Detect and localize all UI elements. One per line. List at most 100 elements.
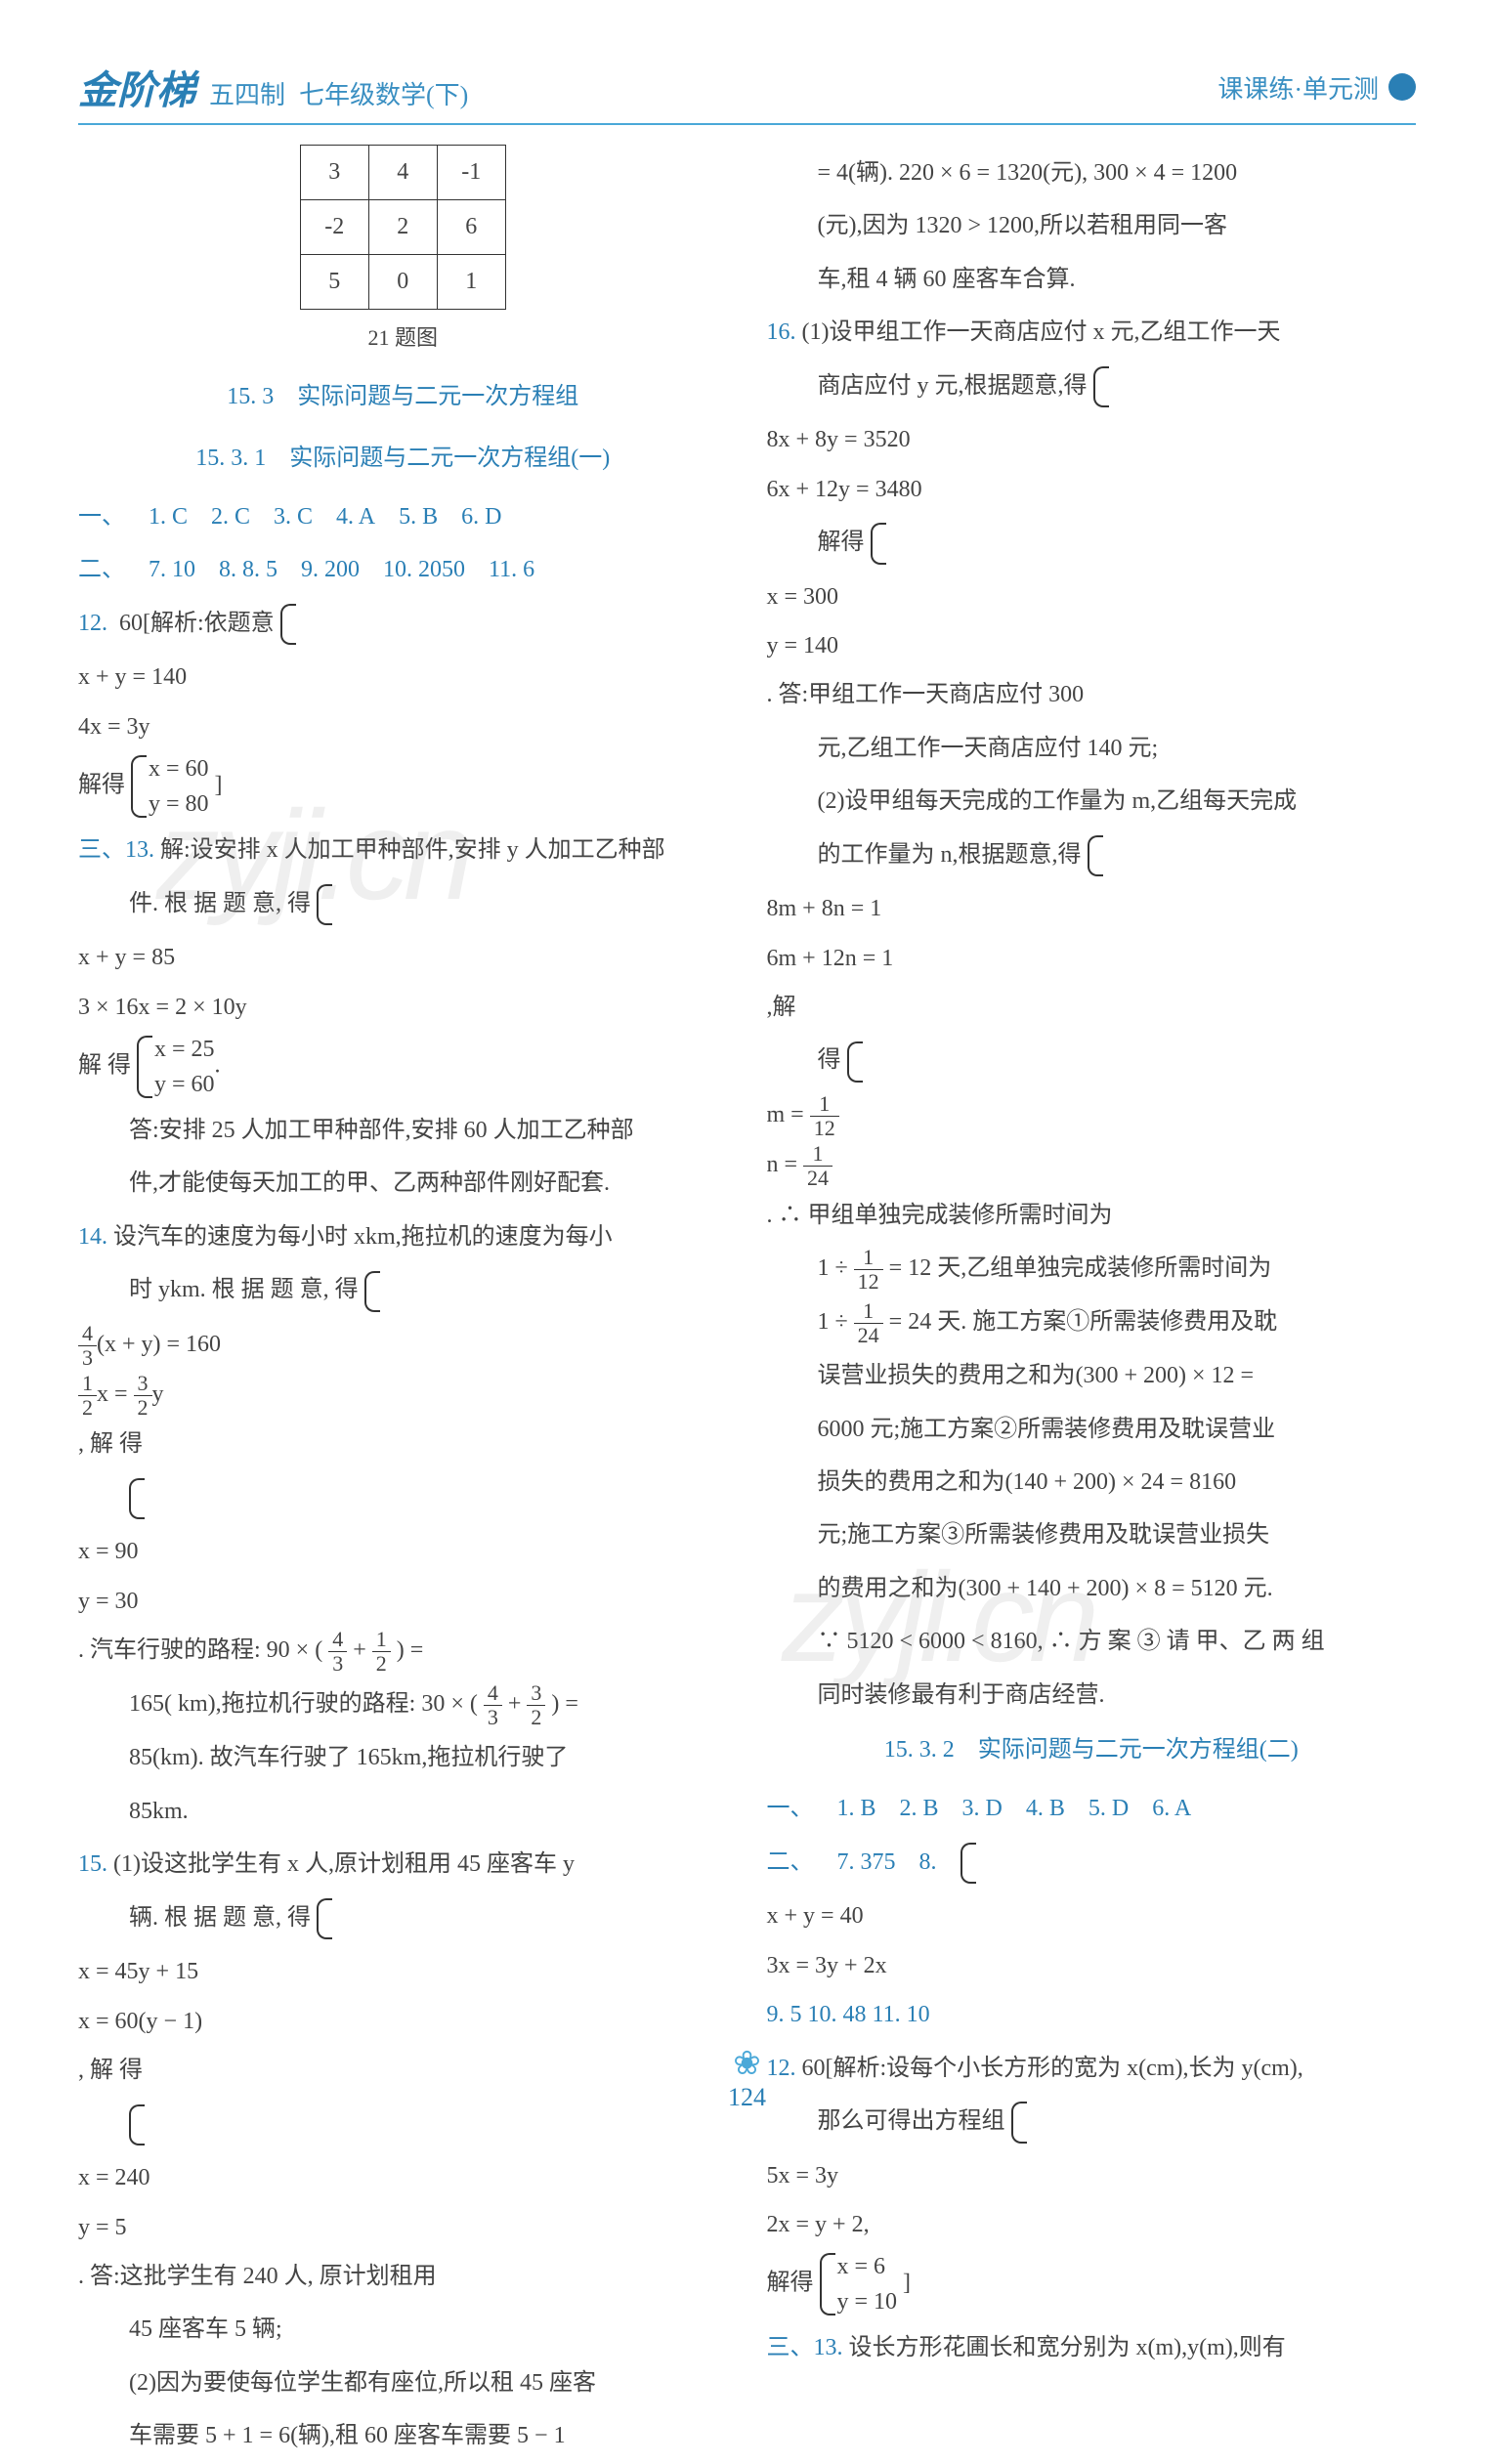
cell: 2 [368, 200, 437, 255]
qnum: 14. [78, 1224, 107, 1250]
text: 解 得 [78, 1053, 131, 1079]
cell: 1 [437, 255, 505, 310]
eq: x = 300 [767, 573, 1417, 621]
ans-a2-row: 二、 7. 10 8. 8. 5 9. 200 10. 2050 11. 6 [78, 545, 728, 594]
cell: -2 [300, 200, 368, 255]
text: (1)设这批学生有 x 人,原计划租用 45 座客车 y [113, 1851, 575, 1877]
flower-icon: ❀ [733, 2046, 761, 2082]
q13-l2: 件. 根 据 题 意, 得 [78, 879, 728, 930]
eq: n = 124 [767, 1140, 1417, 1190]
group-label: 一、 [767, 1796, 814, 1821]
eq: x + y = 140 [78, 653, 728, 701]
header-right-text: 课课练·单元测 [1217, 69, 1379, 106]
text: , 解 得 [78, 1431, 143, 1457]
eq: x = 90 [78, 1527, 728, 1576]
q16-l7: 得 [767, 1036, 1417, 1086]
ans: 11. 10 [873, 2002, 930, 2027]
ans: 3. C [274, 504, 313, 530]
q15-l4: 45 座客车 5 辆; [78, 2305, 728, 2354]
ans: 11. 6 [489, 557, 534, 582]
cell: -1 [437, 146, 505, 200]
q16-l13: 元;施工方案③所需装修费用及耽误营业损失 [767, 1510, 1417, 1559]
q16-l4: 元,乙组工作一天商店应付 140 元; [767, 724, 1417, 773]
page-number: 124 [728, 2083, 766, 2111]
cell: 6 [437, 200, 505, 255]
ans: 1. C [149, 504, 188, 530]
ans: 2. B [900, 1796, 939, 1821]
q14-l5: 85(km). 故汽车行驶了 165km,拖拉机行驶了 [78, 1733, 728, 1782]
eq: 8m + 8n = 1 [767, 884, 1417, 933]
q15-l1: 15.(1)设这批学生有 x 人,原计划租用 45 座客车 y [78, 1840, 728, 1889]
page-footer: ❀ 124 [0, 2044, 1494, 2112]
r1-l3: 车,租 4 辆 60 座客车合算. [767, 255, 1417, 304]
q13-l3: 答:安排 25 人加工甲种部件,安排 60 人加工乙种部 [78, 1106, 728, 1155]
q15-l6: 车需要 5 + 1 = 6(辆),租 60 座客车需要 5 − 1 [78, 2411, 728, 2460]
text: 件. 根 据 题 意, 得 [129, 891, 311, 916]
text: = 12 天,乙组单独完成装修所需时间为 [889, 1255, 1272, 1281]
ans: 8. [919, 1849, 937, 1875]
text: ] [903, 2271, 911, 2296]
text: . 汽车行驶的路程: 90 × ( [78, 1637, 322, 1663]
edition-text: 五四制 [209, 75, 285, 111]
text: 解得 [767, 2271, 814, 2296]
q16-l3: 解得 [767, 518, 1417, 569]
group-label: 一、 [78, 504, 125, 530]
q14-l4: 165( km),拖拉机行驶的路程: 30 × ( 43 + 32 ) = [78, 1679, 728, 1729]
ans: 9. 5 [767, 2002, 802, 2027]
ans: 4. B [1026, 1796, 1065, 1821]
text: ) = [397, 1637, 424, 1663]
eq: x = 6 [837, 2249, 898, 2284]
qnum: 16. [767, 319, 796, 345]
text: ] [215, 773, 223, 798]
eq: x = 25 [154, 1032, 215, 1067]
ans: 7. 375 [837, 1849, 896, 1875]
eq: 3 × 16x = 2 × 10y [78, 983, 728, 1032]
text: = 24 天. 施工方案①所需装修费用及耽 [889, 1309, 1278, 1335]
qnum: 三、13. [78, 837, 154, 863]
logo-text: 金阶梯 [78, 59, 195, 115]
q15-l2: 辆. 根 据 题 意, 得 [78, 1893, 728, 1944]
header-right: 课课练·单元测 [1217, 69, 1416, 106]
q14-l2: 时 ykm. 根 据 题 意, 得 [78, 1265, 728, 1316]
left-column: 34-1 -226 501 21 题图 15. 3 实际问题与二元一次方程组 1… [78, 145, 728, 2464]
ans: 4. A [336, 504, 375, 530]
text: 设汽车的速度为每小时 xkm,拖拉机的速度为每小 [113, 1224, 613, 1250]
q16-l9: 1 ÷ 124 = 24 天. 施工方案①所需装修费用及耽 [767, 1297, 1417, 1347]
section-a-sub: 15. 3. 1 实际问题与二元一次方程组(一) [78, 434, 728, 483]
section-a-title: 15. 3 实际问题与二元一次方程组 [78, 372, 728, 421]
group-label: 二、 [78, 557, 125, 582]
ans: 6. A [1152, 1796, 1191, 1821]
text: (1)设甲组工作一天商店应付 x 元,乙组工作一天 [802, 319, 1281, 345]
ans: 2. C [211, 504, 250, 530]
text: 解得 [818, 530, 865, 555]
q15-l5: (2)因为要使每位学生都有座位,所以租 45 座客 [78, 2358, 728, 2407]
q16-l14: 的费用之和为(300 + 140 + 200) × 8 = 5120 元. [767, 1564, 1417, 1613]
q14-l6: 85km. [78, 1787, 728, 1836]
q13-l1: 三、13. 解:设安排 x 人加工甲种部件,安排 y 人加工乙种部 [78, 826, 728, 874]
eq: 8x + 8y = 3520 [767, 415, 1417, 464]
right-column: = 4(辆). 220 × 6 = 1320(元), 300 × 4 = 120… [767, 145, 1417, 2464]
q16-l11: 6000 元;施工方案②所需装修费用及耽误营业 [767, 1405, 1417, 1454]
ans: 10. 2050 [383, 557, 465, 582]
eq: 6m + 12n = 1 [767, 934, 1417, 983]
header-dot-icon [1388, 73, 1416, 101]
eq: x = 60 [149, 751, 209, 786]
header-left: 金阶梯 五四制 七年级数学(下) [78, 59, 468, 115]
eq: 43(x + y) = 160 [78, 1320, 728, 1370]
qnum: 三、13. [767, 2335, 843, 2360]
eq: x = 45y + 15 [78, 1947, 728, 1996]
ans-b1-row: 一、 1. B 2. B 3. D 4. B 5. D 6. A [767, 1784, 1417, 1833]
q13b: 三、13. 设长方形花圃长和宽分别为 x(m),y(m),则有 [767, 2323, 1417, 2372]
ans-a1-row: 一、 1. C 2. C 3. C 4. A 5. B 6. D [78, 492, 728, 541]
cell: 3 [300, 146, 368, 200]
text: . ∴ 甲组单独完成装修所需时间为 [767, 1203, 1113, 1228]
q16-l10: 误营业损失的费用之和为(300 + 200) × 12 = [767, 1351, 1417, 1400]
text: 165( km),拖拉机行驶的路程: 30 × ( [129, 1691, 478, 1717]
q16-l5: (2)设甲组每天完成的工作量为 m,乙组每天完成 [767, 777, 1417, 826]
qnum: 12. [78, 611, 107, 636]
ans-b2-row: 二、 7. 375 8. [767, 1838, 1417, 1889]
table-21: 34-1 -226 501 [300, 145, 506, 310]
eq: y = 140 [767, 621, 1417, 670]
q12: 12. 60[解析:依题意 [78, 599, 728, 650]
ans: 1. B [837, 1796, 876, 1821]
